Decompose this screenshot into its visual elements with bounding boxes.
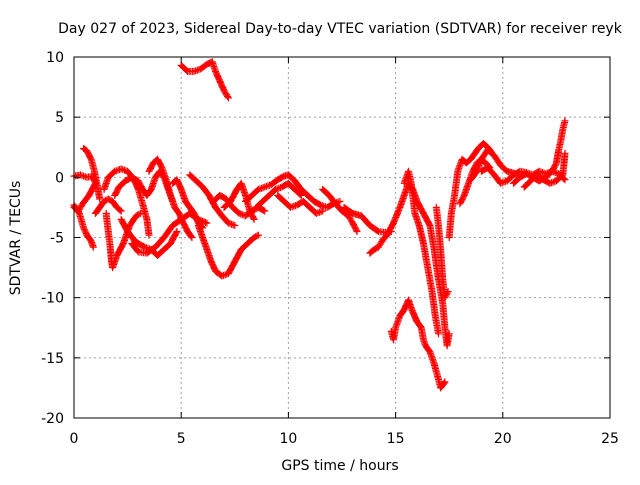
plus-marker-track — [445, 140, 496, 241]
plus-marker-track — [432, 203, 452, 302]
grid — [74, 57, 610, 418]
plus-marker-track — [467, 146, 520, 184]
plus-marker-track — [319, 185, 361, 235]
y-axis-tick-labels: -20 -15 -10 -5 0 5 10 — [41, 50, 64, 427]
y-tick-label: -10 — [41, 291, 64, 307]
data-series-track-28 — [467, 146, 520, 184]
data-series — [70, 58, 569, 392]
plus-marker-track — [91, 195, 125, 217]
y-tick-label: -5 — [50, 231, 64, 247]
x-tick-label: 15 — [387, 431, 405, 447]
plus-marker-track — [387, 296, 449, 392]
y-tick-label: 10 — [46, 50, 64, 66]
axis-ticks — [73, 56, 611, 419]
plus-marker-track — [177, 58, 232, 102]
data-series-track-23 — [400, 167, 442, 338]
plus-marker-track — [194, 222, 262, 280]
data-series-track-25 — [432, 203, 452, 302]
chart-title: Day 027 of 2023, Sidereal Day-to-day VTE… — [58, 21, 623, 37]
y-tick-label: 0 — [55, 170, 64, 186]
plus-marker-track — [80, 145, 104, 203]
y-tick-label: -15 — [41, 351, 64, 367]
data-series-track-14 — [194, 222, 262, 280]
data-series-track-19 — [274, 191, 327, 217]
plus-marker-track — [242, 171, 344, 211]
data-series-track-13 — [177, 58, 232, 102]
x-tick-label: 10 — [279, 431, 297, 447]
plus-marker-track — [252, 179, 305, 211]
y-axis-label: SDTVAR / TECUs — [8, 181, 24, 296]
x-tick-label: 20 — [494, 431, 512, 447]
data-series-track-31 — [520, 149, 569, 191]
y-tick-label: -20 — [41, 411, 64, 427]
data-series-track-10 — [145, 155, 196, 241]
x-tick-label: 0 — [70, 431, 79, 447]
data-series-track-04 — [91, 195, 125, 217]
data-series-track-24 — [387, 296, 449, 392]
x-axis-tick-labels: 0 5 10 15 20 25 — [70, 431, 619, 447]
x-axis-label: GPS time / hours — [281, 458, 398, 474]
plus-marker-track — [145, 155, 196, 241]
data-series-track-20 — [319, 185, 361, 235]
data-series-track-03 — [80, 145, 104, 203]
x-tick-label: 5 — [177, 431, 186, 447]
data-series-track-26 — [445, 140, 496, 241]
data-series-track-17 — [252, 179, 305, 211]
data-series-track-18 — [242, 171, 344, 211]
plus-marker-track — [400, 167, 442, 338]
plus-marker-track — [274, 191, 327, 217]
x-tick-label: 25 — [601, 431, 619, 447]
plus-marker-track — [520, 149, 569, 191]
y-tick-label: 5 — [55, 110, 64, 126]
